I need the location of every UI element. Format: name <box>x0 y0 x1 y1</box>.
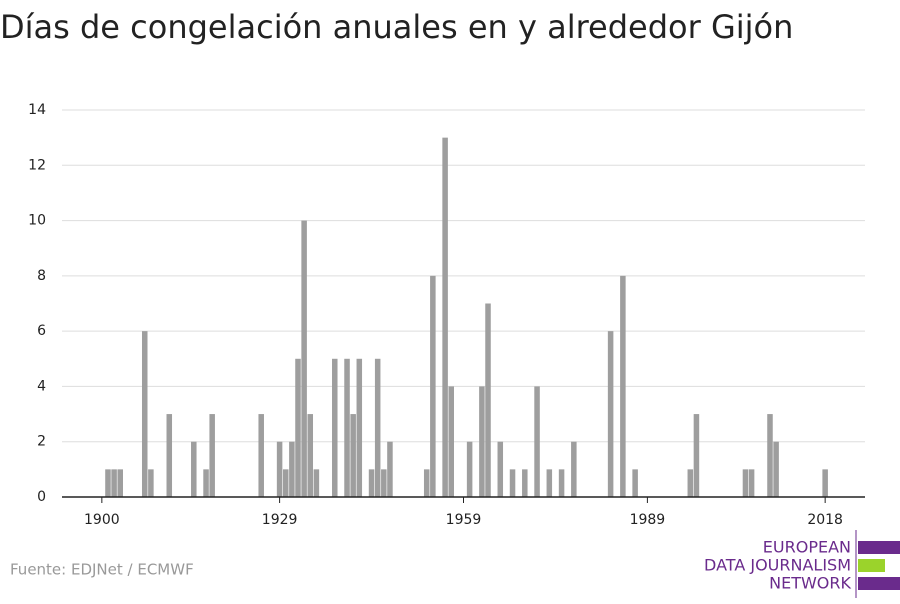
logo-bar <box>858 559 885 572</box>
bar <box>693 414 700 497</box>
bar <box>442 137 448 497</box>
x-tick-label: 1959 <box>446 512 482 528</box>
bar <box>356 358 363 497</box>
y-tick-label: 14 <box>28 102 46 118</box>
y-tick-label: 12 <box>28 157 46 173</box>
bar <box>203 469 209 497</box>
bar <box>430 275 436 497</box>
bar <box>687 469 694 497</box>
logo-text: NETWORK <box>769 574 851 593</box>
bar <box>767 414 773 497</box>
bar <box>448 386 454 497</box>
bar <box>571 441 577 497</box>
bar <box>148 469 154 497</box>
bar <box>117 469 123 497</box>
logo-text: DATA JOURNALISM <box>704 556 851 575</box>
logo-bar <box>858 577 900 590</box>
bar <box>105 469 111 497</box>
logo-bar <box>858 541 900 554</box>
x-tick-label: 1929 <box>262 512 298 528</box>
bar <box>466 441 473 497</box>
bar <box>282 469 289 497</box>
bar <box>313 469 320 497</box>
bar <box>387 441 393 497</box>
bar <box>350 414 356 497</box>
bar <box>620 275 626 497</box>
y-tick-label: 2 <box>37 434 46 450</box>
y-tick-label: 10 <box>28 213 46 229</box>
source: Fuente: EDJNet / ECMWF <box>10 561 194 579</box>
x-tick-label: 1900 <box>84 512 120 528</box>
bar <box>289 441 295 497</box>
x-tick-label: 2018 <box>807 512 843 528</box>
bar <box>368 469 375 497</box>
y-tick-label: 4 <box>37 378 46 394</box>
x-tick-label: 1989 <box>630 512 666 528</box>
bar <box>773 441 779 497</box>
bar <box>497 441 504 497</box>
bar <box>258 414 264 497</box>
y-tick-label: 0 <box>37 489 46 505</box>
chart-title: Días de congelación anuales en y alreded… <box>0 8 793 46</box>
bar <box>191 441 197 497</box>
bar <box>307 414 314 497</box>
bar <box>374 358 381 497</box>
bar <box>632 469 638 497</box>
y-tick-label: 6 <box>37 323 46 339</box>
bar <box>822 469 828 497</box>
bar <box>295 358 301 497</box>
bar <box>742 469 749 497</box>
y-tick-label: 8 <box>37 268 46 284</box>
bar <box>546 469 553 497</box>
bar <box>522 469 528 497</box>
bar <box>301 220 307 498</box>
bar <box>332 358 338 497</box>
bar <box>111 469 117 497</box>
bar <box>344 358 350 497</box>
bar <box>141 331 148 497</box>
bar <box>381 469 387 497</box>
bar <box>166 414 173 497</box>
bar <box>558 469 565 497</box>
bar <box>485 303 491 497</box>
bar <box>209 414 215 497</box>
bar <box>479 386 485 497</box>
bar <box>423 469 430 497</box>
bar <box>534 386 540 497</box>
logo-text: EUROPEAN <box>763 538 851 557</box>
bar <box>276 441 283 497</box>
bar <box>748 469 755 497</box>
bar <box>509 469 516 497</box>
bar <box>607 331 614 497</box>
